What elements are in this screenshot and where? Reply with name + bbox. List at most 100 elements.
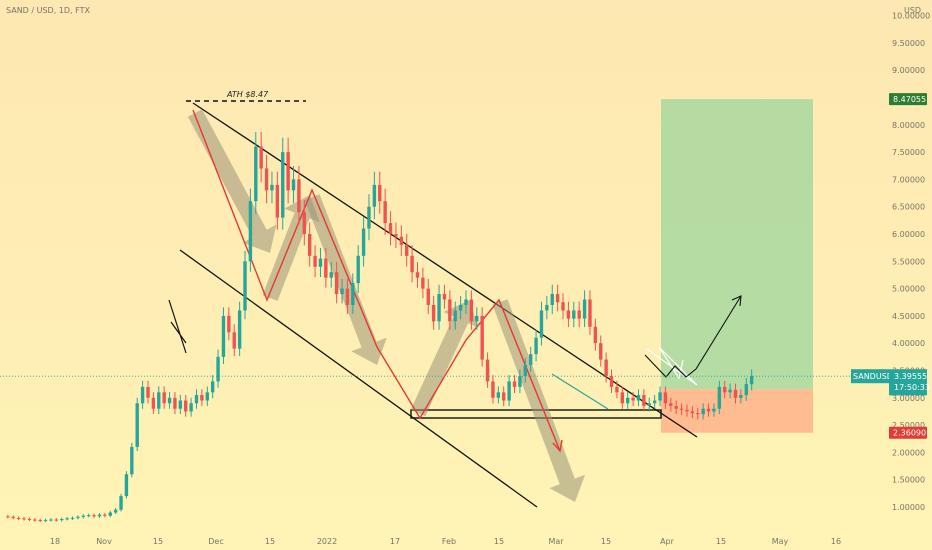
x-tick-label: 15	[601, 537, 611, 546]
candle-body	[415, 272, 420, 278]
candle-body	[448, 299, 452, 322]
candle-body	[626, 397, 630, 404]
y-tick-label: 3.00000	[892, 394, 925, 403]
candle-body	[652, 400, 657, 404]
candle-body	[502, 392, 506, 401]
candle-body	[254, 146, 258, 202]
y-tick-label: 4.50000	[892, 312, 925, 321]
candle-body	[22, 518, 26, 520]
candle-body	[221, 315, 226, 357]
candle-body	[151, 397, 156, 409]
candle-body	[523, 365, 527, 376]
candle-body	[663, 392, 668, 404]
candle-body	[383, 201, 387, 224]
candle-body	[205, 392, 209, 401]
candle-body	[184, 400, 188, 412]
candle-body	[744, 384, 748, 396]
x-tick-label: 2022	[317, 537, 337, 546]
candle-body	[367, 206, 371, 229]
candle-body	[157, 392, 161, 409]
candle-body	[113, 509, 118, 513]
y-tick-label: 5.50000	[892, 257, 925, 266]
candle-body	[65, 518, 69, 520]
candle-body	[329, 272, 333, 278]
candle-body	[518, 375, 522, 387]
y-tick-label: 6.00000	[892, 230, 925, 239]
candle-body	[264, 168, 269, 191]
x-tick-label: Nov	[96, 537, 112, 546]
candle-body	[647, 403, 651, 406]
candle-body	[167, 397, 172, 404]
x-tick-label: 16	[831, 537, 841, 546]
candle-body	[539, 310, 544, 338]
x-tick-label: 15	[153, 537, 163, 546]
price-tags: 8.470553.157152.36090SANDUSD3.3955517:50…	[851, 93, 930, 439]
time-axis[interactable]: 18 Nov 15 Dec 15 2022 17 Feb 15 Mar 15 Apr 15 May 16	[50, 537, 841, 546]
wedge-line-b	[170, 321, 187, 344]
position-zones	[661, 99, 813, 433]
candle-body	[431, 304, 436, 322]
stop-price-tag	[889, 426, 927, 439]
candle-body	[453, 310, 457, 322]
candle-body	[302, 212, 306, 234]
last-price-tag	[889, 369, 927, 396]
candle-series	[6, 132, 754, 523]
candle-body	[54, 519, 59, 521]
flag-line	[551, 373, 609, 410]
candle-body	[421, 277, 425, 289]
candle-body	[733, 389, 738, 398]
candle-body	[146, 386, 150, 398]
x-tick-label: Dec	[208, 537, 223, 546]
candle-body	[620, 392, 625, 404]
projection-arrow	[187, 109, 277, 253]
profit-zone	[661, 99, 813, 390]
candle-body	[334, 272, 339, 295]
red-swing-path	[192, 109, 561, 452]
candle-body	[297, 179, 301, 213]
chart-title: SAND / USD, 1D, FTX	[6, 6, 90, 15]
candle-body	[701, 408, 705, 415]
candle-body	[248, 201, 253, 262]
channel-lower-line	[179, 249, 538, 508]
candle-body	[162, 392, 166, 404]
candle-body	[550, 294, 554, 305]
candle-body	[394, 234, 398, 237]
candle-body	[685, 409, 689, 412]
currency-label: USD	[904, 6, 921, 15]
candle-body	[6, 516, 10, 518]
candle-body	[636, 395, 641, 401]
candle-body	[555, 294, 560, 303]
candle-body	[119, 496, 123, 510]
candle-body	[216, 356, 220, 382]
candle-body	[388, 223, 393, 234]
candle-body	[593, 326, 598, 344]
candle-body	[437, 294, 441, 322]
candle-body	[572, 310, 576, 319]
candle-body	[173, 397, 177, 409]
candle-body	[33, 519, 37, 521]
y-tick-label: 6.50000	[892, 203, 925, 212]
target-price-tag	[889, 93, 927, 106]
x-tick-label: Apr	[660, 537, 675, 546]
candle-body	[361, 228, 366, 256]
candle-body	[491, 381, 495, 398]
candle-body	[588, 299, 592, 327]
candle-body	[313, 255, 317, 267]
candle-body	[243, 261, 247, 311]
candle-body	[232, 332, 236, 349]
x-tick-label: 17	[390, 537, 400, 546]
x-tick-label: May	[772, 537, 789, 546]
y-tick-label: 9.50000	[892, 39, 925, 48]
candle-body	[281, 152, 285, 218]
projection-arrow	[492, 299, 586, 502]
candle-body	[405, 244, 409, 256]
candle-body	[286, 152, 290, 191]
y-tick-label: 5.00000	[892, 285, 925, 294]
candle-body	[318, 258, 323, 267]
candle-body	[210, 381, 215, 393]
candle-body	[566, 310, 571, 319]
candle-body	[728, 389, 732, 393]
candle-body	[582, 299, 587, 319]
candle-body	[27, 519, 32, 521]
